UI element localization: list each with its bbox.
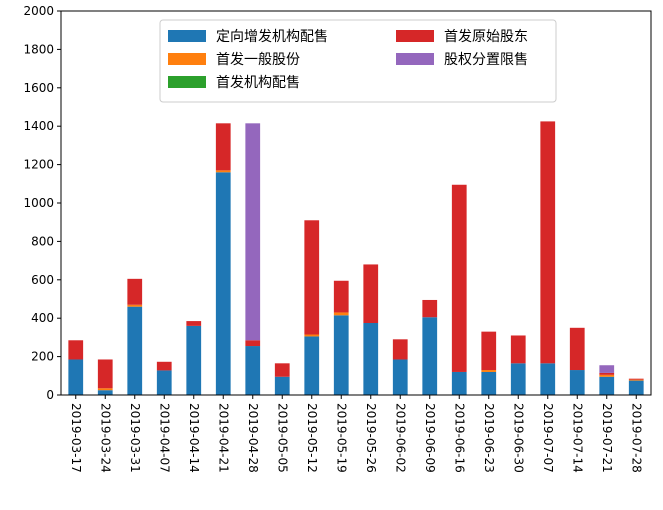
bar-segment-s1-2019-03-24 bbox=[97, 388, 113, 391]
bar-segment-s3-2019-04-21 bbox=[215, 123, 231, 171]
x-tick-label: 2019-07-14 bbox=[570, 403, 584, 473]
legend-swatch-3 bbox=[396, 30, 434, 42]
bar-segment-s0-2019-05-12 bbox=[304, 336, 320, 395]
legend-swatch-2 bbox=[168, 76, 206, 88]
y-tick-label: 0 bbox=[46, 388, 54, 402]
x-tick-label: 2019-06-30 bbox=[511, 403, 525, 473]
x-tick-label: 2019-04-14 bbox=[187, 403, 201, 473]
bar-segment-s0-2019-05-05 bbox=[274, 376, 290, 395]
bar-segment-s3-2019-04-28 bbox=[245, 340, 261, 347]
bar-segment-s1-2019-06-23 bbox=[481, 370, 497, 372]
bar-segment-s0-2019-03-31 bbox=[127, 306, 143, 395]
x-tick-label: 2019-06-02 bbox=[393, 403, 407, 473]
legend-label-0: 定向增发机构配售 bbox=[216, 29, 328, 45]
y-tick-label: 1400 bbox=[23, 119, 54, 133]
x-tick-label: 2019-04-07 bbox=[157, 403, 171, 473]
bar-segment-s1-2019-03-31 bbox=[127, 304, 143, 307]
x-tick-label: 2019-04-21 bbox=[216, 403, 230, 473]
bar-segment-s3-2019-03-24 bbox=[97, 359, 113, 389]
bar-segment-s1-2019-04-21 bbox=[215, 170, 231, 173]
bars-layer bbox=[68, 121, 644, 395]
bar-segment-s3-2019-06-23 bbox=[481, 331, 497, 371]
bar-segment-s0-2019-06-09 bbox=[422, 317, 438, 395]
x-tick-label: 2019-03-31 bbox=[128, 403, 142, 473]
bar-segment-s3-2019-06-16 bbox=[451, 184, 467, 372]
bar-segment-s3-2019-04-14 bbox=[186, 321, 202, 326]
bar-segment-s3-2019-05-05 bbox=[274, 363, 290, 377]
x-tick-label: 2019-05-19 bbox=[334, 403, 348, 473]
bar-segment-s0-2019-06-30 bbox=[510, 363, 526, 395]
x-tick-label: 2019-03-24 bbox=[98, 403, 112, 473]
y-tick-label: 800 bbox=[31, 234, 54, 248]
bar-segment-s4-2019-04-28 bbox=[245, 123, 261, 341]
plot-frame bbox=[60, 10, 652, 396]
y-tick-label: 2000 bbox=[23, 4, 54, 18]
y-tick-label: 1000 bbox=[23, 196, 54, 210]
y-tick-label: 400 bbox=[31, 311, 54, 325]
bar-segment-s0-2019-07-14 bbox=[569, 370, 585, 395]
legend-box bbox=[159, 19, 557, 103]
x-tick-label: 2019-05-12 bbox=[305, 403, 319, 473]
bar-segment-s3-2019-03-31 bbox=[127, 278, 143, 305]
bar-segment-s1-2019-05-12 bbox=[304, 334, 320, 337]
bar-segment-s3-2019-07-21 bbox=[599, 372, 615, 375]
x-tick-label: 2019-06-16 bbox=[452, 403, 466, 473]
bar-segment-s0-2019-07-21 bbox=[599, 376, 615, 395]
bar-segment-s0-2019-04-28 bbox=[245, 346, 261, 395]
x-tick-label: 2019-04-28 bbox=[246, 403, 260, 473]
y-tick-label: 200 bbox=[31, 350, 54, 364]
bar-segment-s0-2019-05-26 bbox=[363, 323, 379, 395]
bar-segment-s0-2019-05-19 bbox=[333, 315, 349, 395]
bar-segment-s3-2019-05-12 bbox=[304, 220, 320, 335]
bar-segment-s0-2019-03-24 bbox=[97, 390, 113, 395]
bar-segment-s3-2019-07-07 bbox=[540, 121, 556, 364]
bar-segment-s3-2019-04-07 bbox=[156, 361, 172, 371]
bar-segment-s3-2019-05-26 bbox=[363, 264, 379, 323]
y-tick-label: 1200 bbox=[23, 158, 54, 172]
legend-label-1: 首发一般股份 bbox=[216, 52, 300, 68]
bar-segment-s0-2019-06-23 bbox=[481, 371, 497, 395]
bar-segment-s1-2019-05-19 bbox=[333, 312, 349, 316]
x-tick-label: 2019-07-28 bbox=[629, 403, 643, 473]
bar-segment-s3-2019-07-28 bbox=[628, 378, 644, 380]
x-tick-label: 2019-07-07 bbox=[541, 403, 555, 473]
legend-swatch-0 bbox=[168, 30, 206, 42]
legend-label-4: 股权分置限售 bbox=[444, 52, 528, 68]
legend-label-2: 首发机构配售 bbox=[216, 75, 300, 91]
bar-segment-s3-2019-06-09 bbox=[422, 299, 438, 318]
bar-segment-s0-2019-04-14 bbox=[186, 325, 202, 395]
bar-segment-s0-2019-07-28 bbox=[628, 380, 644, 395]
bar-segment-s0-2019-04-21 bbox=[215, 172, 231, 395]
bar-segment-s0-2019-07-07 bbox=[540, 363, 556, 395]
x-tick-label: 2019-05-26 bbox=[364, 403, 378, 473]
bar-segment-s0-2019-06-16 bbox=[451, 371, 467, 395]
x-tick-label: 2019-06-23 bbox=[482, 403, 496, 473]
bar-segment-s1-2019-07-28 bbox=[628, 379, 644, 381]
y-tick-label: 600 bbox=[31, 273, 54, 287]
y-axis: 0 200 400 600 800 1000 1200 1400 1600 1800 2000 bbox=[23, 4, 61, 402]
bar-segment-s3-2019-03-17 bbox=[68, 340, 84, 360]
bar-segment-s0-2019-03-17 bbox=[68, 359, 84, 395]
bar-segment-s0-2019-04-07 bbox=[156, 370, 172, 395]
bar-segment-s3-2019-06-30 bbox=[510, 335, 526, 364]
x-tick-label: 2019-06-09 bbox=[423, 403, 437, 473]
x-tick-label: 2019-05-05 bbox=[275, 403, 289, 473]
bar-segment-s3-2019-05-19 bbox=[333, 280, 349, 313]
bar-segment-s0-2019-06-02 bbox=[392, 359, 408, 395]
bar-segment-s3-2019-06-02 bbox=[392, 339, 408, 360]
legend-swatch-1 bbox=[168, 53, 206, 65]
legend-swatch-4 bbox=[396, 53, 434, 65]
bar-segment-s1-2019-07-21 bbox=[599, 374, 615, 377]
x-tick-label: 2019-03-17 bbox=[69, 403, 83, 473]
y-tick-label: 1600 bbox=[23, 81, 54, 95]
y-tick-label: 1800 bbox=[23, 42, 54, 56]
bar-segment-s3-2019-07-14 bbox=[569, 327, 585, 371]
x-tick-label: 2019-07-21 bbox=[600, 403, 614, 473]
bar-segment-s4-2019-07-21 bbox=[599, 365, 615, 373]
x-axis: 2019-03-17 2019-03-24 2019-03-31 2019-04-07… bbox=[69, 395, 643, 473]
legend-label-3: 首发原始股东 bbox=[444, 29, 528, 45]
